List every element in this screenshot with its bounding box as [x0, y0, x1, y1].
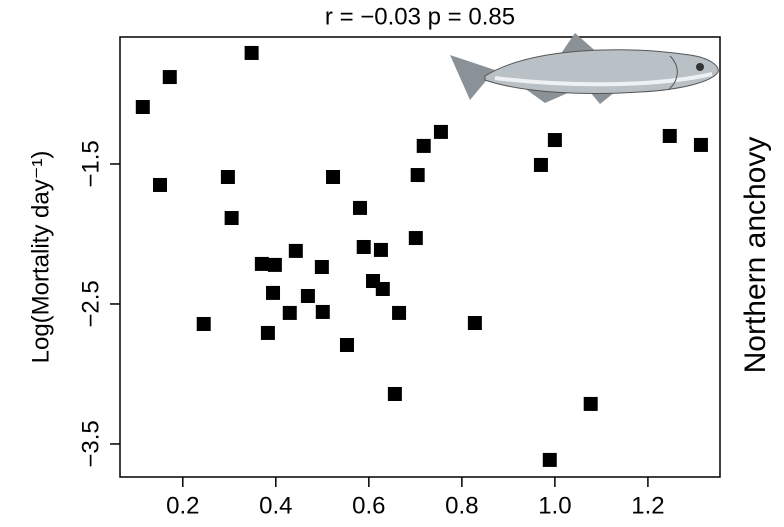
point: [547, 133, 562, 148]
y-tick-label: −2.5: [77, 280, 104, 327]
point: [533, 157, 548, 172]
point: [224, 211, 239, 226]
point: [153, 177, 167, 192]
point: [467, 316, 482, 331]
point: [267, 257, 282, 272]
point: [387, 386, 402, 401]
point: [373, 242, 388, 257]
x-tick-label: 0.6: [352, 492, 385, 519]
point: [162, 70, 177, 85]
plot-frame: [119, 36, 721, 478]
point: [392, 305, 407, 320]
x-tick-label: 1.2: [631, 492, 664, 519]
point: [196, 316, 211, 331]
point: [135, 99, 150, 114]
x-tick-label: 0.4: [259, 492, 292, 519]
point: [662, 128, 677, 143]
y-tick-label: −1.5: [77, 140, 104, 187]
point: [300, 288, 315, 303]
point: [266, 285, 281, 300]
point: [220, 169, 235, 184]
point: [326, 169, 341, 184]
point: [315, 304, 330, 319]
point: [433, 124, 448, 139]
point: [254, 256, 269, 271]
x-tick-label: 0.2: [166, 492, 199, 519]
point: [339, 337, 354, 352]
x-tick-label: 0.8: [445, 492, 478, 519]
y-axis-label: Log(Mortality day⁻¹): [27, 151, 54, 364]
point: [693, 137, 708, 152]
point: [410, 168, 425, 183]
side-label: Northern anchovy: [739, 137, 772, 374]
point: [288, 243, 303, 258]
point: [416, 138, 431, 153]
point: [583, 396, 598, 411]
point: [542, 452, 557, 467]
x-tick-label: 1.0: [538, 492, 571, 519]
point: [356, 239, 371, 254]
point: [353, 200, 367, 215]
y-tick-label: −3.5: [77, 420, 104, 467]
point: [244, 45, 259, 60]
chart-title: r = −0.03 p = 0.85: [325, 3, 515, 30]
point: [408, 231, 423, 246]
point: [314, 260, 329, 275]
fish-illustration: [450, 33, 719, 104]
point: [260, 325, 275, 340]
point: [375, 281, 390, 296]
point: [282, 305, 297, 320]
